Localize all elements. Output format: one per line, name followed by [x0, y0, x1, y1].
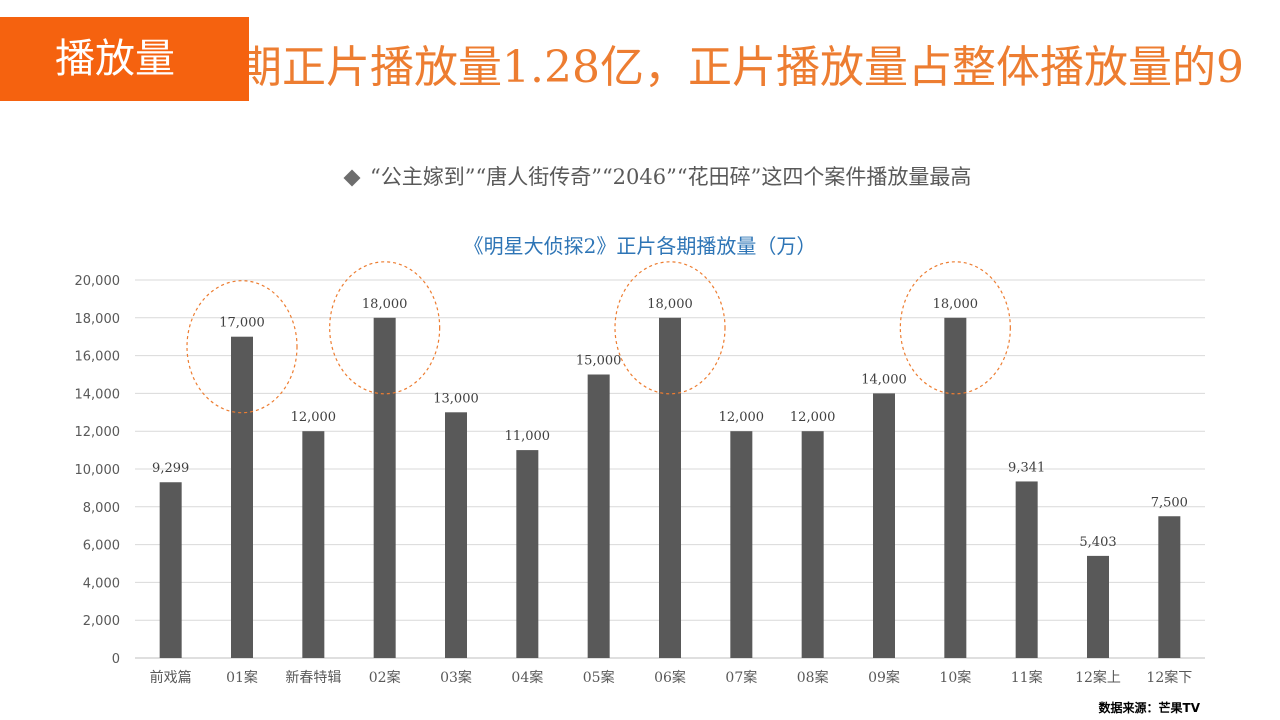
data-label: 5,403 [1079, 535, 1116, 550]
x-tick-label: 08案 [797, 669, 829, 686]
bar [516, 450, 539, 658]
data-label: 18,000 [647, 297, 693, 312]
data-label: 18,000 [933, 297, 979, 312]
diamond-bullet-icon [343, 169, 361, 186]
data-label: 12,000 [790, 410, 836, 425]
x-tick-label: 前戏篇 [150, 669, 192, 686]
x-tick-label: 02案 [369, 669, 401, 686]
x-axis: 前戏篇 01案 新春特辑 02案 03案 04案 05案 06案 07案 08案 09案 10案 11案… [150, 669, 1193, 686]
x-tick-label: 09案 [868, 669, 900, 686]
y-tick-label: 20,000 [75, 274, 121, 289]
data-label: 12,000 [719, 410, 765, 425]
y-tick-label: 14,000 [75, 387, 121, 402]
data-label: 17,000 [219, 316, 265, 331]
chart-bars [159, 317, 1181, 658]
chart-title: 《明星大侦探2》正片各期播放量（万） [463, 234, 817, 258]
bullet-point: “公主嫁到”“唐人街传奇”“2046”“花田碎”这四个案件播放量最高 [340, 160, 971, 194]
x-tick-label: 新春特辑 [285, 670, 341, 686]
bar [801, 431, 824, 658]
x-tick-label: 07案 [725, 669, 757, 686]
data-label: 9,341 [1008, 460, 1045, 475]
bar [730, 431, 753, 658]
bar [587, 374, 610, 658]
slide-headline: 期正片播放量1.28亿，正片播放量占整体播放量的9 [0, 28, 1280, 108]
section-tag: 播放量 [0, 17, 249, 101]
bar [445, 412, 467, 658]
data-label: 11,000 [505, 429, 551, 444]
data-label: 14,000 [861, 372, 907, 387]
data-label: 7,500 [1151, 495, 1188, 510]
x-tick-label: 03案 [440, 669, 472, 686]
y-tick-label: 0 [112, 652, 120, 667]
y-tick-label: 8,000 [83, 501, 120, 516]
highlight-circle [614, 261, 726, 395]
y-tick-label: 10,000 [75, 463, 121, 478]
x-tick-label: 04案 [511, 669, 543, 686]
bar [159, 482, 182, 658]
headline-text: 期正片播放量1.28亿，正片播放量占整体播放量的9 [238, 42, 1244, 93]
bar [1087, 555, 1109, 658]
y-tick-label: 12,000 [75, 425, 121, 440]
bar [1158, 516, 1181, 658]
highlight-circles [186, 261, 1011, 414]
bar [659, 317, 681, 658]
y-tick-label: 16,000 [75, 350, 121, 365]
x-tick-label: 11案 [1011, 669, 1043, 686]
data-label: 13,000 [433, 391, 479, 406]
bar-chart: 0 2,000 4,000 6,000 8,000 10,000 12,000 14,000 1… [75, 261, 1205, 686]
x-tick-label: 12案下 [1146, 669, 1192, 686]
bar [302, 431, 325, 658]
bar [944, 317, 967, 658]
highlight-circle [186, 280, 298, 414]
highlight-circle [329, 261, 441, 395]
y-tick-label: 6,000 [83, 539, 120, 554]
bar [373, 317, 396, 658]
y-axis: 0 2,000 4,000 6,000 8,000 10,000 12,000 14,000 1… [75, 274, 121, 667]
data-label: 15,000 [576, 354, 622, 369]
x-tick-label: 12案上 [1075, 669, 1121, 686]
bullet-text: “公主嫁到”“唐人街传奇”“2046”“花田碎”这四个案件播放量最高 [370, 165, 972, 189]
y-tick-label: 4,000 [83, 576, 120, 591]
highlight-circle [899, 261, 1011, 395]
y-tick-label: 18,000 [75, 312, 121, 327]
x-tick-label: 05案 [583, 669, 615, 686]
value-labels: 9,299 17,000 12,000 18,000 13,000 11,000 15,00… [152, 297, 1188, 550]
x-tick-label: 10案 [939, 669, 971, 686]
data-label: 18,000 [362, 297, 408, 312]
x-tick-label: 01案 [226, 669, 258, 686]
bar [873, 393, 895, 658]
data-label: 9,299 [152, 461, 189, 476]
data-source: 数据来源：芒果TV [1098, 701, 1200, 715]
data-label: 12,000 [291, 410, 337, 425]
x-tick-label: 06案 [654, 669, 686, 686]
bar [231, 336, 253, 658]
y-tick-label: 2,000 [83, 614, 120, 629]
bar [1015, 481, 1038, 658]
